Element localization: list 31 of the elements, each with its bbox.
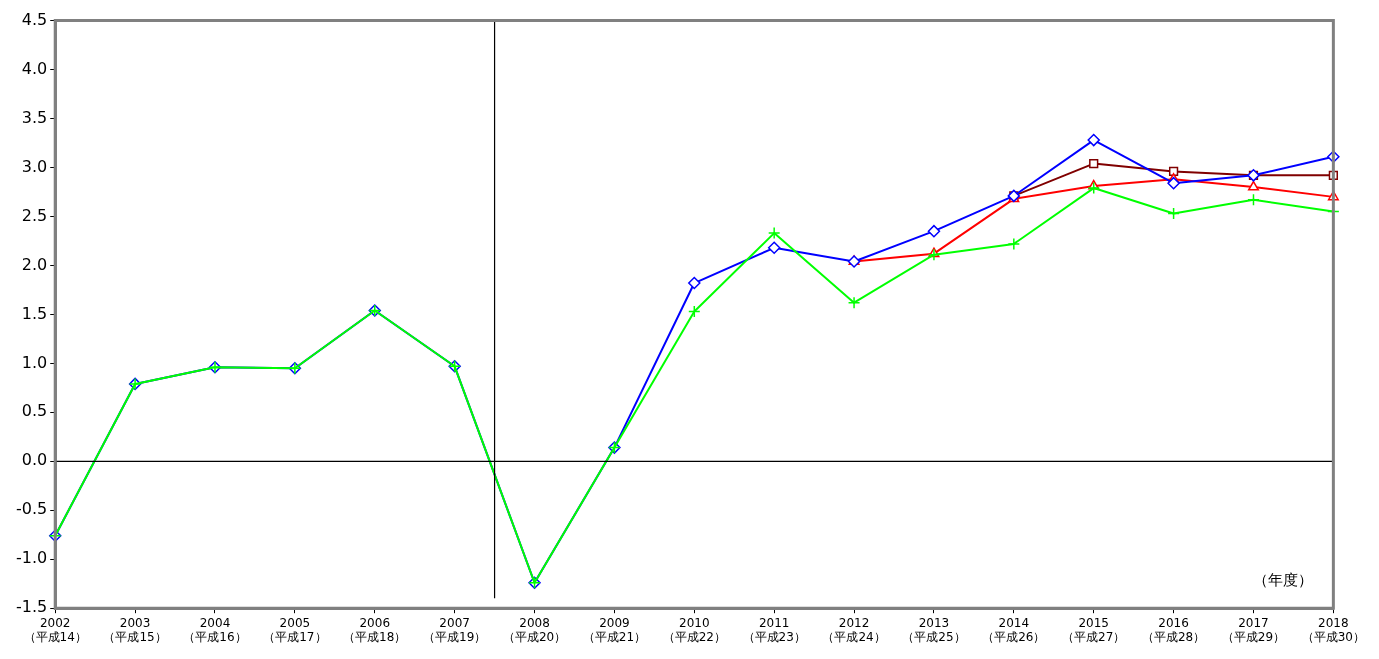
x-tick-label: 2014 （平成26） bbox=[982, 615, 1046, 644]
x-tick-label: 2003 （平成15） bbox=[103, 615, 167, 644]
x-tick-label: 2012 （平成24） bbox=[822, 615, 886, 644]
y-tick-label: 1.0 bbox=[21, 352, 48, 372]
y-tick-label: 4.0 bbox=[21, 58, 48, 78]
y-tick-label: 0.5 bbox=[21, 401, 48, 421]
y-tick-label: 2.0 bbox=[21, 254, 48, 274]
y-tick-label: 3.0 bbox=[21, 156, 48, 176]
y-tick-label: 1.5 bbox=[21, 303, 48, 323]
x-tick-label: 2015 （平成27） bbox=[1062, 615, 1126, 644]
x-tick-label: 2008 （平成20） bbox=[502, 615, 567, 644]
y-tick-label: -0.5 bbox=[16, 499, 48, 519]
x-tick-label: 2002 （平成14） bbox=[23, 615, 87, 644]
annotation: （年度） bbox=[1253, 570, 1314, 589]
x-tick-label: 2004 （平成16） bbox=[183, 615, 247, 644]
y-tick-label: 3.5 bbox=[21, 107, 48, 127]
x-tick-label: 2010 （平成22） bbox=[662, 615, 726, 644]
x-tick-label: 2006 （平成18） bbox=[343, 615, 407, 644]
y-tick-label: 4.5 bbox=[21, 9, 48, 29]
x-tick-label: 2005 （平成17） bbox=[263, 615, 327, 644]
x-tick-label: 2009 （平成21） bbox=[582, 615, 647, 644]
x-tick-label: 2011 （平成23） bbox=[742, 615, 806, 644]
y-tick-label: 2.5 bbox=[21, 205, 48, 225]
y-tick-label: 0.0 bbox=[21, 450, 48, 470]
x-tick-label: 2016 （平成28） bbox=[1141, 615, 1206, 644]
x-tick-label: 2018 （平成30） bbox=[1301, 615, 1366, 644]
x-tick-label: 2007 （平成19） bbox=[423, 615, 487, 644]
y-tick-label: -1.0 bbox=[16, 548, 48, 568]
y-tick-label: -1.5 bbox=[16, 597, 48, 617]
x-tick-label: 2017 （平成29） bbox=[1221, 615, 1286, 644]
x-tick-label: 2013 （平成25） bbox=[902, 615, 966, 644]
